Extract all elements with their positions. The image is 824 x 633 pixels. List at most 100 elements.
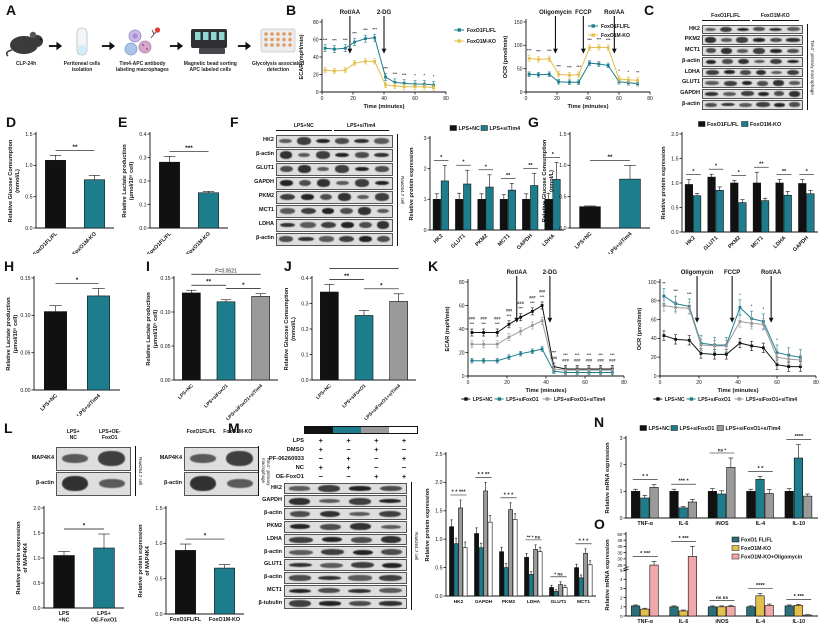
blot-row-label: PKM2 — [266, 523, 282, 530]
svg-text:LPS+siFoxO1+siTim4: LPS+siFoxO1+siTim4 — [225, 383, 264, 420]
blot-row-label: β-actin — [255, 235, 274, 242]
condition-value: − — [401, 462, 407, 472]
protein-band — [757, 80, 769, 86]
svg-text:2.0: 2.0 — [435, 480, 442, 486]
protein-band — [321, 536, 343, 543]
svg-text:0.5: 0.5 — [25, 194, 32, 200]
protein-band — [740, 91, 754, 97]
blot-band-strip — [276, 176, 393, 190]
protein-band — [320, 221, 337, 229]
svg-text:***: *** — [606, 37, 611, 42]
protein-band — [300, 207, 317, 215]
protein-band — [758, 91, 770, 96]
blot-row-label: GAPDH — [254, 179, 274, 186]
svg-text:0.05: 0.05 — [20, 350, 30, 356]
protein-band — [98, 478, 125, 489]
protein-band — [340, 207, 353, 215]
blot-band-strip — [184, 471, 259, 496]
svg-text:0.10: 0.10 — [160, 310, 170, 316]
svg-text:**: ** — [759, 162, 764, 168]
protein-band — [98, 450, 125, 467]
protein-band — [374, 138, 390, 144]
condition-row: DMSO + − + − — [242, 445, 418, 454]
svg-text:***: *** — [575, 352, 580, 357]
protein-band — [320, 549, 345, 556]
svg-text:***: *** — [372, 26, 377, 31]
protein-band — [319, 193, 333, 201]
blot-band-strip — [276, 134, 393, 148]
protein-band — [374, 180, 389, 186]
svg-text:FoxO1 FL/FL: FoxO1 FL/FL — [741, 538, 774, 544]
protein-band — [318, 484, 341, 492]
svg-text:ECAR (mpH/min): ECAR (mpH/min) — [445, 306, 451, 351]
svg-text:(μmol/10⁵ cell): (μmol/10⁵ cell) — [13, 315, 19, 354]
protein-band — [288, 563, 313, 568]
svg-text:***: *** — [518, 306, 523, 311]
map4k4-expression-chart-foxo1: 0.0 0.5 1.0 1.5 Relative protein expression o… — [136, 498, 248, 628]
protein-band — [705, 27, 716, 32]
blot-row-label: GAPDH — [680, 90, 700, 97]
svg-text:40: 40 — [313, 55, 319, 61]
protein-band — [354, 152, 369, 158]
svg-text:3: 3 — [620, 436, 623, 442]
svg-text:iNOS: iNOS — [715, 619, 729, 625]
condition-row: LPS + + + + — [242, 436, 418, 445]
condition-value: + — [318, 444, 324, 454]
protein-band — [297, 152, 311, 158]
svg-text:FoxO1M-KO: FoxO1M-KO — [601, 33, 630, 39]
svg-text:2-DG: 2-DG — [377, 10, 392, 16]
svg-text:60: 60 — [616, 96, 622, 102]
protein-band — [298, 236, 314, 242]
protein-band — [289, 486, 310, 491]
svg-text:***: *** — [547, 48, 552, 53]
svg-text:iNOS: iNOS — [715, 521, 729, 527]
svg-text:Relative Lactate production: Relative Lactate production — [6, 297, 12, 371]
svg-text:Rot/AA: Rot/AA — [340, 10, 361, 16]
svg-text:FoxO1M-KO: FoxO1M-KO — [741, 546, 771, 552]
protein-band — [190, 453, 216, 464]
workflow-step-label: Magnetic bead sorting APC labeled cells — [183, 61, 237, 73]
protein-band — [376, 208, 390, 214]
svg-text:1.0: 1.0 — [559, 163, 566, 169]
svg-text:0.5: 0.5 — [155, 576, 162, 582]
svg-text:###: ### — [551, 355, 558, 360]
condition-color-bar — [304, 426, 418, 434]
panel-n-label: N — [594, 414, 605, 430]
svg-text:###: ### — [480, 316, 487, 321]
condition-value: + — [401, 435, 407, 445]
svg-text:0: 0 — [321, 96, 324, 102]
svg-text:100: 100 — [648, 280, 657, 286]
protein-band — [721, 102, 735, 107]
protein-band — [721, 48, 733, 54]
protein-band — [279, 165, 293, 173]
svg-text:*: * — [715, 164, 718, 170]
protein-band — [355, 166, 370, 172]
protein-band — [736, 27, 749, 32]
svg-text:LPS+siTim4: LPS+siTim4 — [608, 231, 634, 254]
protein-band — [279, 236, 294, 242]
blot-row-label: MAP4K4 — [31, 454, 54, 461]
protein-band — [705, 69, 719, 75]
svg-text:P=0.0521: P=0.0521 — [215, 269, 237, 275]
svg-text:2: 2 — [424, 166, 427, 172]
svg-text:Time (minutes): Time (minutes) — [363, 104, 404, 110]
protein-band — [288, 600, 311, 608]
svg-text:80: 80 — [651, 299, 657, 305]
svg-text:*: * — [462, 160, 465, 166]
svg-text:*: * — [433, 74, 435, 79]
svg-text:0.00: 0.00 — [20, 388, 30, 394]
svg-text:* ***: * *** — [794, 594, 805, 600]
protein-band — [379, 499, 402, 504]
blot-row-label: LDHA — [266, 535, 282, 542]
ocr-chart-sifoxo1: 0 20 40 60 80 100 0 20 40 60 80 OCR (pmol/min) Time … — [634, 266, 822, 404]
svg-text:*: * — [763, 306, 765, 311]
blot-row-label: GAPDH — [262, 497, 282, 504]
svg-text:LPS+siTim4: LPS+siTim4 — [76, 393, 102, 416]
blot-side-label: Tim4⁺ primary macrophage — [807, 24, 815, 110]
condition-row: PF-06260933 − + − + — [242, 454, 418, 463]
blot-band-strip — [276, 204, 393, 218]
svg-text:* * ***: * * *** — [452, 490, 467, 496]
condition-row: NC + + − − — [242, 463, 418, 472]
svg-text:***: *** — [598, 352, 603, 357]
svg-text:###: ### — [469, 316, 476, 321]
